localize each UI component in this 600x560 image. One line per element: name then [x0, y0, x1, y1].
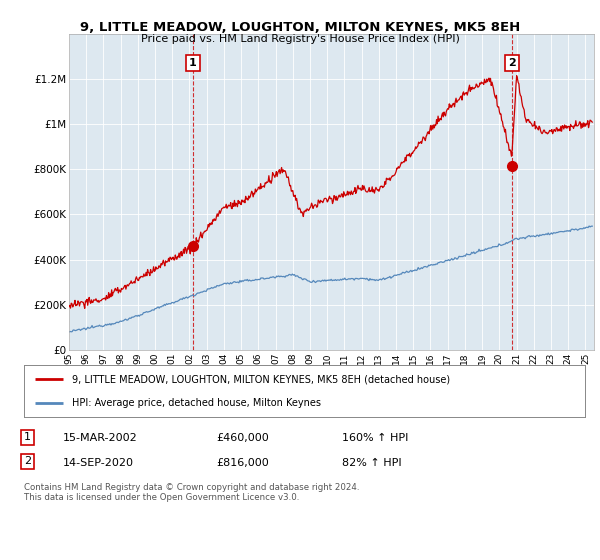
- Text: 1: 1: [24, 432, 31, 442]
- Text: HPI: Average price, detached house, Milton Keynes: HPI: Average price, detached house, Milt…: [71, 398, 320, 408]
- Text: 2: 2: [24, 456, 31, 466]
- Text: 160% ↑ HPI: 160% ↑ HPI: [342, 433, 409, 444]
- Text: 9, LITTLE MEADOW, LOUGHTON, MILTON KEYNES, MK5 8EH (detached house): 9, LITTLE MEADOW, LOUGHTON, MILTON KEYNE…: [71, 374, 450, 384]
- Text: Contains HM Land Registry data © Crown copyright and database right 2024.
This d: Contains HM Land Registry data © Crown c…: [24, 483, 359, 502]
- Text: 9, LITTLE MEADOW, LOUGHTON, MILTON KEYNES, MK5 8EH: 9, LITTLE MEADOW, LOUGHTON, MILTON KEYNE…: [80, 21, 520, 34]
- Text: £460,000: £460,000: [216, 433, 269, 444]
- Text: 15-MAR-2002: 15-MAR-2002: [63, 433, 138, 444]
- Text: 14-SEP-2020: 14-SEP-2020: [63, 458, 134, 468]
- Text: 2: 2: [508, 58, 515, 68]
- Text: Price paid vs. HM Land Registry's House Price Index (HPI): Price paid vs. HM Land Registry's House …: [140, 34, 460, 44]
- Text: 1: 1: [189, 58, 197, 68]
- Text: £816,000: £816,000: [216, 458, 269, 468]
- Text: 82% ↑ HPI: 82% ↑ HPI: [342, 458, 401, 468]
